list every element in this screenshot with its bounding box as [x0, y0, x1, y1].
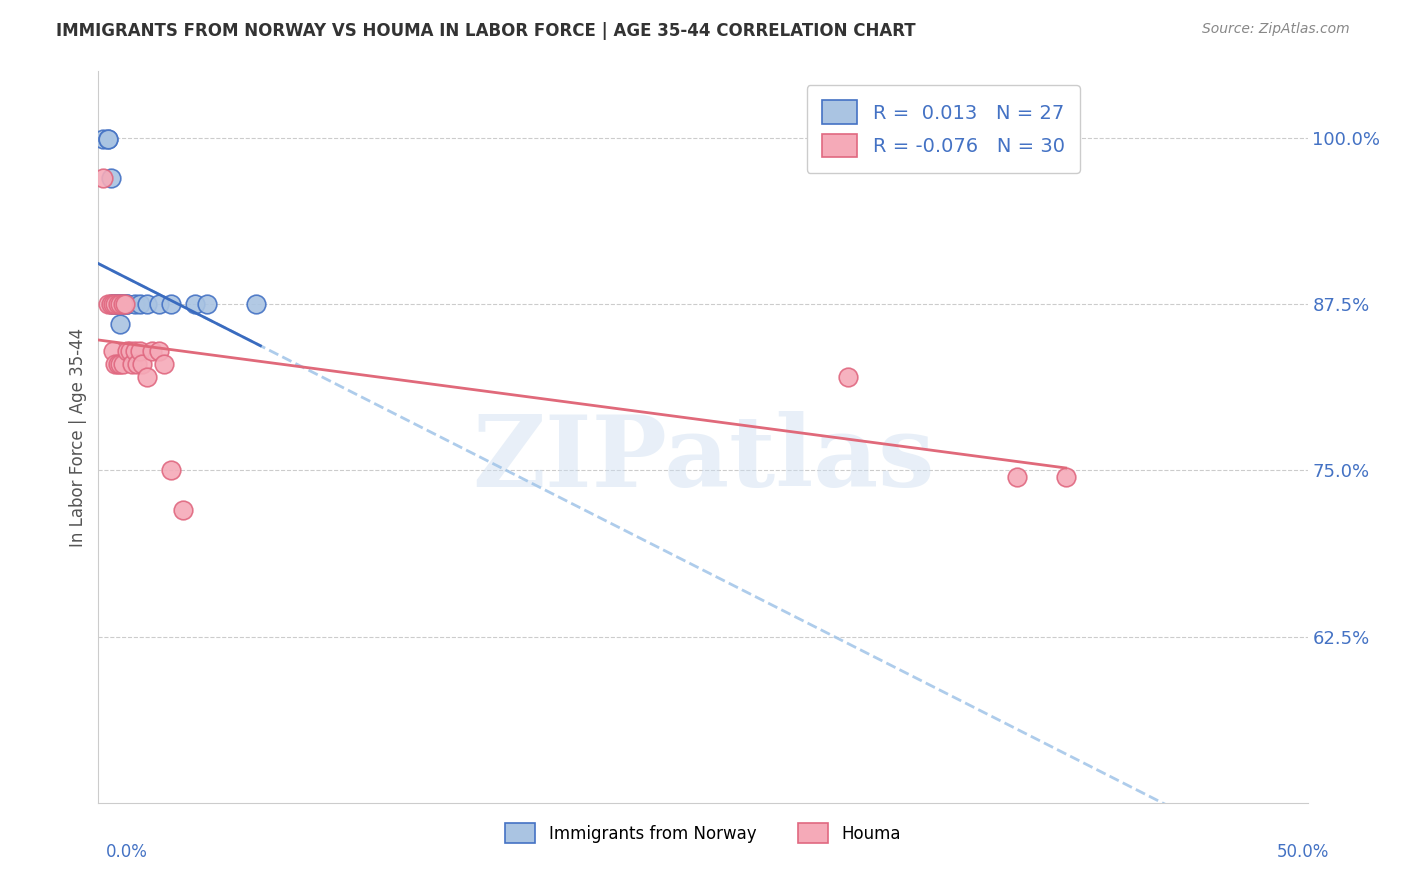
Point — [107, 297, 129, 311]
Point — [97, 297, 120, 311]
Point — [91, 170, 114, 185]
Point — [245, 297, 267, 311]
Point — [1007, 470, 1029, 484]
Point — [100, 170, 122, 185]
Point — [101, 343, 124, 358]
Point — [160, 463, 183, 477]
Point — [111, 357, 134, 371]
Point — [172, 503, 194, 517]
Point — [104, 297, 127, 311]
Point — [124, 297, 146, 311]
Point — [124, 343, 146, 358]
Point — [111, 297, 134, 311]
Point — [127, 357, 149, 371]
Point — [118, 343, 141, 358]
Point — [100, 297, 122, 311]
Point — [837, 370, 859, 384]
Point — [108, 297, 131, 311]
Point — [195, 297, 218, 311]
Y-axis label: In Labor Force | Age 35-44: In Labor Force | Age 35-44 — [69, 327, 87, 547]
Point — [117, 297, 139, 311]
Legend: Immigrants from Norway, Houma: Immigrants from Norway, Houma — [499, 817, 907, 849]
Point — [184, 297, 207, 311]
Point — [101, 297, 124, 311]
Point — [108, 357, 131, 371]
Point — [131, 357, 153, 371]
Text: ZIPatlas: ZIPatlas — [472, 410, 934, 508]
Point — [111, 297, 134, 311]
Point — [1054, 470, 1077, 484]
Point — [104, 297, 127, 311]
Point — [117, 343, 139, 358]
Point — [104, 297, 127, 311]
Point — [97, 132, 120, 146]
Text: 50.0%: 50.0% — [1277, 843, 1329, 861]
Point — [97, 132, 120, 146]
Point — [148, 297, 170, 311]
Point — [117, 297, 139, 311]
Text: Source: ZipAtlas.com: Source: ZipAtlas.com — [1202, 22, 1350, 37]
Point — [135, 297, 157, 311]
Point — [108, 317, 131, 331]
Point — [128, 297, 150, 311]
Point — [152, 357, 174, 371]
Point — [107, 297, 129, 311]
Point — [141, 343, 163, 358]
Point — [148, 343, 170, 358]
Point — [91, 132, 114, 146]
Point — [101, 297, 124, 311]
Text: IMMIGRANTS FROM NORWAY VS HOUMA IN LABOR FORCE | AGE 35-44 CORRELATION CHART: IMMIGRANTS FROM NORWAY VS HOUMA IN LABOR… — [56, 22, 915, 40]
Point — [107, 357, 129, 371]
Point — [104, 357, 127, 371]
Point — [128, 343, 150, 358]
Point — [135, 370, 157, 384]
Point — [108, 297, 131, 311]
Point — [108, 297, 131, 311]
Point — [114, 297, 136, 311]
Point — [101, 297, 124, 311]
Point — [111, 297, 134, 311]
Point — [100, 297, 122, 311]
Text: 0.0%: 0.0% — [105, 843, 148, 861]
Point — [160, 297, 183, 311]
Point — [114, 297, 136, 311]
Point — [107, 297, 129, 311]
Point — [121, 357, 143, 371]
